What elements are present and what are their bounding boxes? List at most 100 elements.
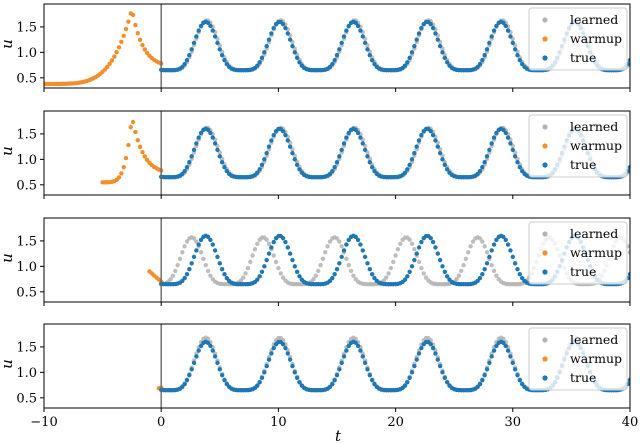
- true-point: [297, 167, 302, 172]
- true-point: [355, 130, 361, 136]
- true-point: [414, 144, 419, 149]
- true-point: [294, 375, 300, 381]
- true-point: [517, 378, 523, 383]
- true-point: [409, 264, 415, 269]
- true-point: [334, 373, 340, 378]
- true-point: [217, 47, 222, 52]
- true-point: [330, 275, 335, 281]
- legend-marker-learned: [542, 337, 548, 343]
- x-tick-label: −10: [30, 415, 57, 430]
- true-point: [512, 154, 518, 159]
- true-point: [365, 154, 370, 159]
- learned-point: [423, 275, 429, 280]
- y-tick-label: 1.0: [16, 366, 37, 381]
- true-point: [210, 242, 215, 247]
- panel-4: 0.5 1.0 1.5 −10 0 10 20 30 40 u learned warmup true: [0, 323, 638, 430]
- learned-point: [482, 244, 487, 249]
- legend-label-true: true: [570, 50, 596, 65]
- learned-point: [205, 268, 211, 274]
- x-tick-label: 20: [387, 415, 404, 430]
- learned-point: [184, 239, 190, 244]
- true-point: [353, 234, 358, 240]
- true-point: [217, 154, 222, 159]
- true-point: [290, 257, 295, 263]
- panel-frame: [43, 323, 631, 409]
- true-point: [222, 378, 227, 383]
- true-point: [334, 267, 340, 272]
- true-point: [477, 61, 483, 67]
- y-tick-label: 0.5: [16, 391, 37, 406]
- true-point: [512, 261, 518, 266]
- learned-point: [320, 256, 326, 261]
- true-point: [508, 248, 513, 253]
- true-point: [477, 168, 483, 174]
- learned-point: [250, 253, 255, 258]
- true-point: [484, 154, 490, 159]
- y-tick-label: 1.5: [16, 127, 37, 142]
- true-point: [515, 373, 520, 378]
- true-point: [503, 343, 508, 349]
- true-point: [337, 47, 342, 52]
- learned-point: [412, 247, 417, 252]
- true-point: [416, 138, 422, 143]
- true-point: [330, 168, 335, 174]
- true-point: [365, 367, 370, 372]
- true-point: [355, 237, 361, 243]
- true-point: [339, 147, 344, 153]
- legend-box: [528, 7, 628, 71]
- panel-frame: [43, 217, 631, 303]
- true-point: [414, 357, 419, 362]
- true-point: [358, 242, 363, 247]
- true-point: [194, 354, 199, 359]
- legend-label-true: true: [570, 264, 596, 279]
- learned-point: [466, 250, 471, 255]
- panel-1: 0.5 1.0 1.5u learned warmup true: [0, 3, 631, 92]
- true-point: [184, 58, 190, 63]
- true-point: [198, 23, 204, 29]
- learned-point: [344, 256, 349, 261]
- true-point: [285, 31, 290, 36]
- learned-point: [489, 262, 494, 268]
- true-point: [330, 61, 335, 67]
- true-point: [219, 160, 225, 165]
- true-point: [477, 275, 483, 281]
- true-point: [292, 264, 298, 269]
- y-axis-label: u: [0, 146, 16, 156]
- x-axis-label: t: [335, 427, 342, 444]
- learned-point: [318, 262, 323, 268]
- true-point: [407, 375, 412, 381]
- true-point: [494, 237, 499, 243]
- true-point: [367, 373, 373, 378]
- true-point: [191, 147, 197, 153]
- true-point: [285, 351, 290, 356]
- true-point: [627, 378, 630, 383]
- learned-point: [463, 256, 469, 261]
- true-point: [283, 25, 288, 31]
- true-point: [287, 37, 293, 42]
- true-point: [517, 165, 523, 170]
- true-point: [346, 130, 351, 136]
- true-point: [414, 251, 419, 256]
- true-point: [440, 370, 445, 375]
- true-point: [266, 37, 272, 42]
- panel-frame: [43, 110, 631, 196]
- true-point: [503, 237, 508, 243]
- true-point: [409, 50, 415, 55]
- true-point: [187, 160, 192, 165]
- true-point: [283, 132, 288, 138]
- learned-point: [501, 336, 506, 342]
- true-point: [407, 162, 412, 168]
- learned-point: [327, 239, 333, 244]
- legend-marker-true: [542, 269, 548, 275]
- true-point: [210, 348, 215, 353]
- learned-point: [494, 273, 499, 278]
- true-point: [444, 60, 450, 65]
- warmup-point: [119, 39, 124, 45]
- true-point: [255, 63, 260, 68]
- y-tick-label: 0.5: [16, 71, 37, 86]
- true-point: [444, 380, 450, 385]
- legend-label-warmup: warmup: [570, 138, 622, 153]
- true-point: [503, 130, 508, 136]
- true-point: [412, 363, 417, 369]
